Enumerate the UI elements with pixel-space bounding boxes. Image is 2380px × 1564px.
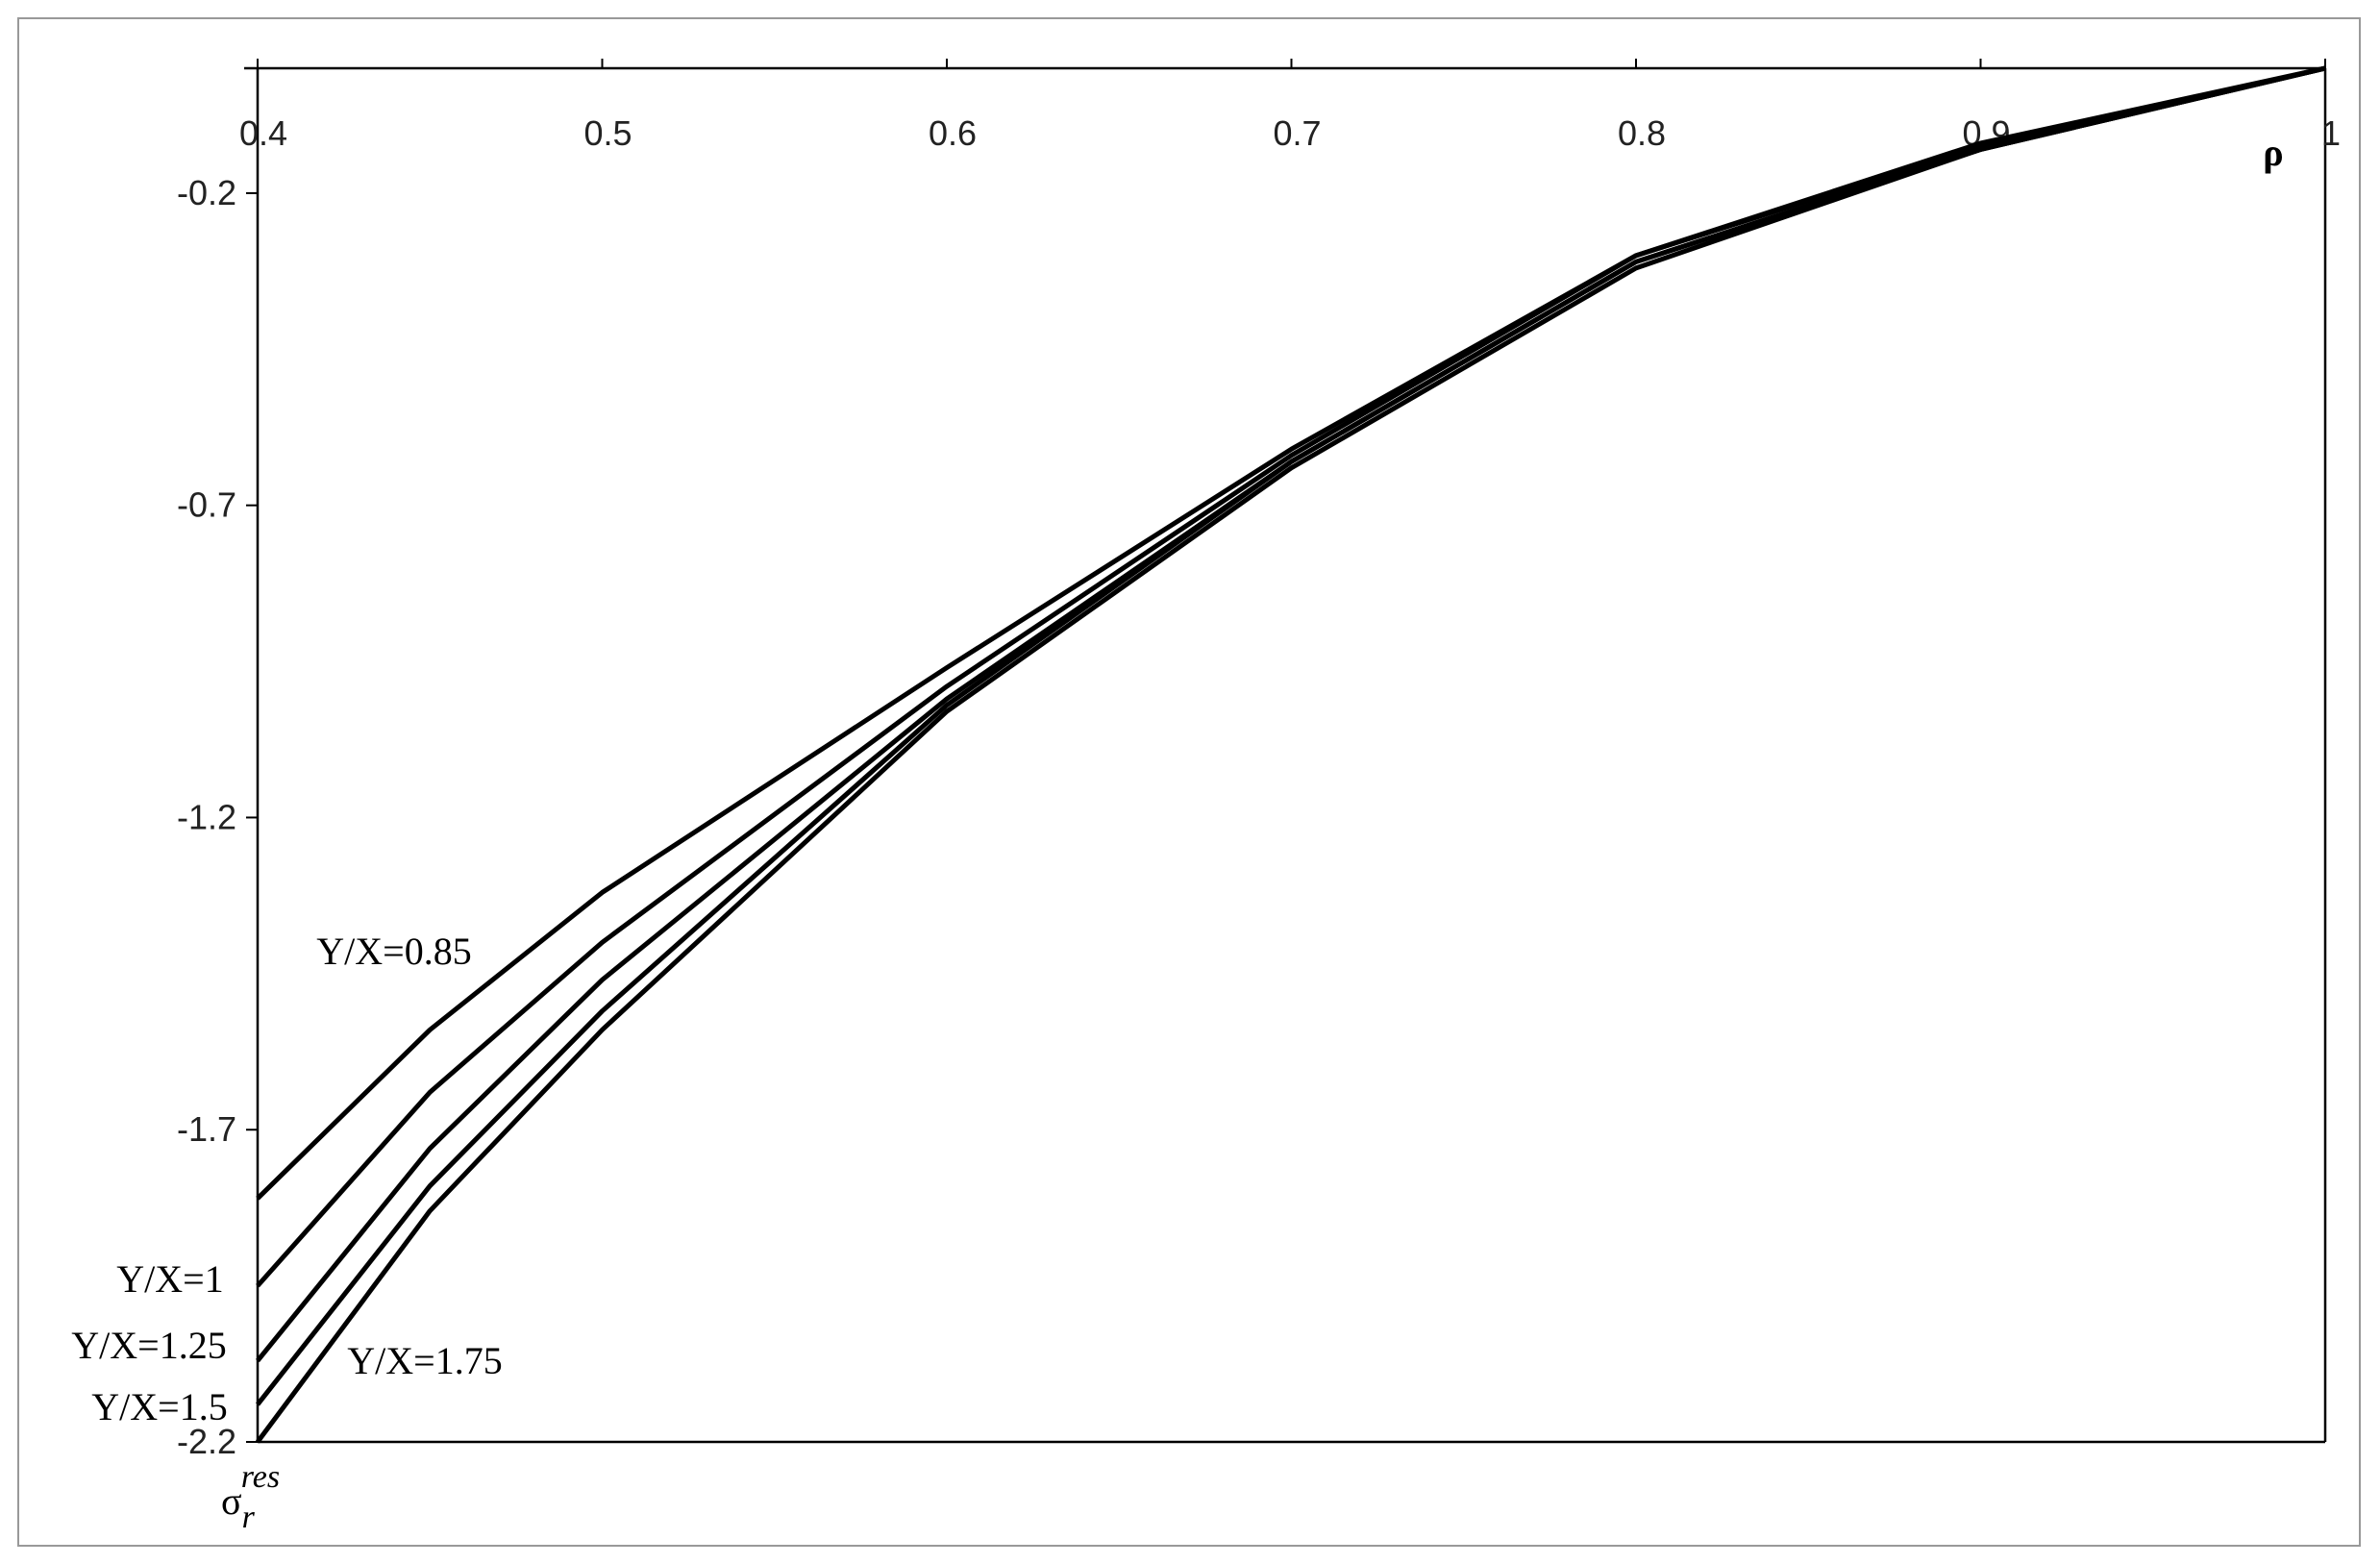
y-tick-label: -2.2 — [177, 1422, 236, 1461]
y-tick-label: -1.2 — [177, 797, 236, 836]
series-label: Y/X=1.5 — [91, 1385, 227, 1428]
y-tick-label: -0.2 — [177, 173, 236, 212]
y-tick-label: -1.7 — [177, 1109, 236, 1149]
series-line — [256, 65, 2326, 1201]
frame — [17, 17, 2361, 1547]
x-tick-label: 1 — [2321, 113, 2341, 153]
series-label: Y/X=1.75 — [347, 1339, 502, 1382]
x-tick-label: 0.7 — [1273, 113, 1321, 153]
y-axis-label: σr res — [221, 1459, 280, 1535]
y-axis-label-sup: res — [241, 1459, 280, 1495]
series-line — [256, 65, 2326, 1363]
x-tick-label: 0.4 — [239, 113, 287, 153]
x-tick-label: 0.5 — [583, 113, 632, 153]
series-label: Y/X=0.85 — [316, 930, 471, 973]
series-line — [256, 65, 2326, 1406]
y-axis-label-base: σ — [221, 1479, 242, 1523]
y-tick-label: -0.7 — [177, 485, 236, 525]
x-tick-label: 0.6 — [929, 113, 977, 153]
series-label: Y/X=1 — [116, 1257, 223, 1301]
y-axis-label-sub: r — [242, 1500, 256, 1535]
x-axis-label: ρ — [2263, 131, 2283, 174]
series-line — [256, 65, 2326, 1288]
series-label: Y/X=1.25 — [71, 1324, 226, 1367]
series-line — [255, 65, 2326, 1444]
x-tick-label: 0.8 — [1618, 113, 1666, 153]
